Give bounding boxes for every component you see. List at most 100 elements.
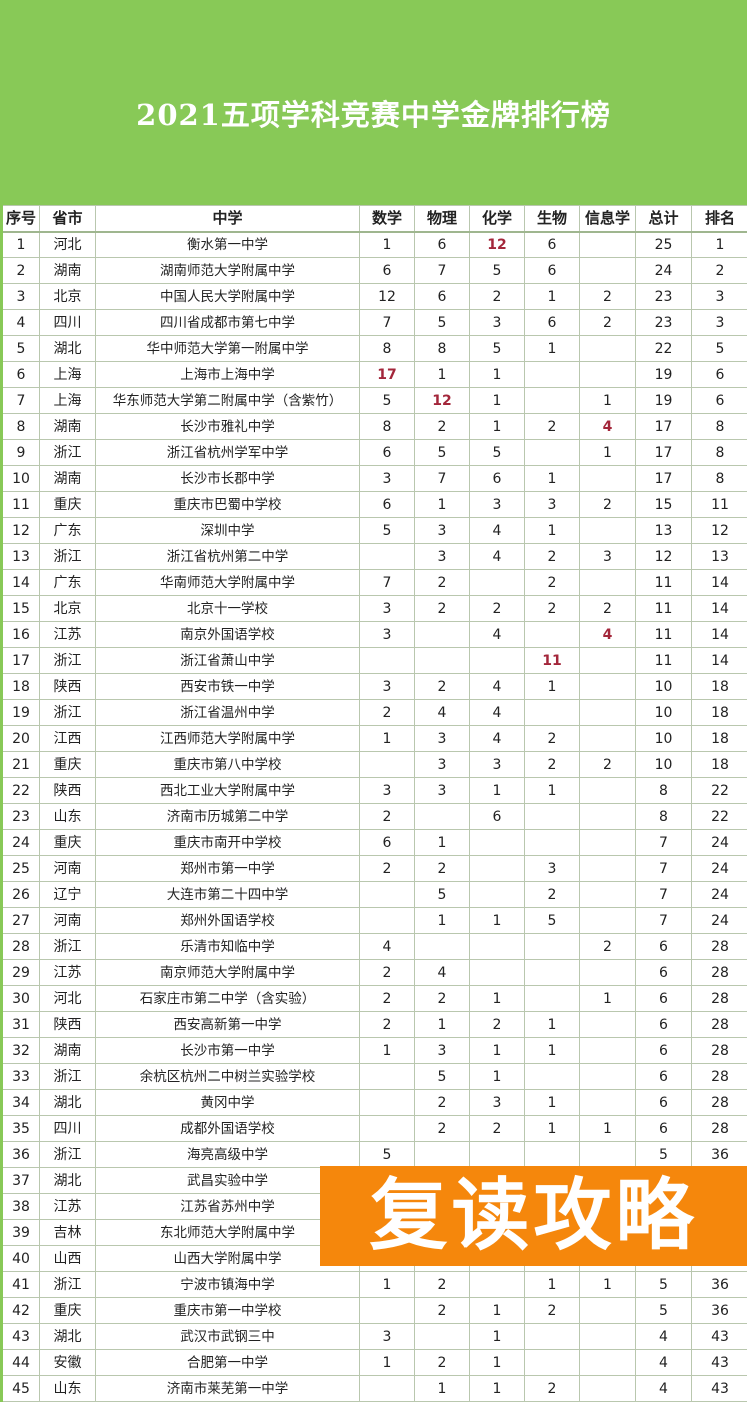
cell-rank: 18	[692, 726, 747, 752]
cell-chemistry: 2	[470, 1116, 525, 1142]
cell-physics: 1	[415, 1012, 470, 1038]
cell-chemistry: 1	[470, 1324, 525, 1350]
cell-math: 1	[360, 1272, 415, 1298]
cell-chemistry: 6	[470, 804, 525, 830]
cell-math: 2	[360, 700, 415, 726]
column-header-total: 总计	[636, 206, 692, 232]
cell-rank: 24	[692, 830, 747, 856]
cell-province: 江苏	[40, 1194, 96, 1220]
cell-province: 四川	[40, 310, 96, 336]
cell-index: 35	[2, 1116, 40, 1142]
cell-biology	[525, 700, 580, 726]
cell-province: 广东	[40, 518, 96, 544]
cell-math: 1	[360, 1038, 415, 1064]
cell-rank: 6	[692, 362, 747, 388]
cell-chemistry: 1	[470, 388, 525, 414]
cell-physics: 2	[415, 1272, 470, 1298]
cell-total: 11	[636, 596, 692, 622]
cell-province: 浙江	[40, 544, 96, 570]
cell-chemistry: 3	[470, 1090, 525, 1116]
cell-rank: 8	[692, 414, 747, 440]
cell-province: 湖北	[40, 1168, 96, 1194]
cell-physics: 4	[415, 960, 470, 986]
cell-rank: 28	[692, 1012, 747, 1038]
cell-total: 10	[636, 674, 692, 700]
cell-biology: 2	[525, 752, 580, 778]
cell-total: 10	[636, 752, 692, 778]
cell-physics: 1	[415, 362, 470, 388]
cell-total: 5	[636, 1142, 692, 1168]
cell-chemistry: 1	[470, 778, 525, 804]
cell-math	[360, 908, 415, 934]
cell-informatics: 4	[580, 622, 636, 648]
cell-rank: 18	[692, 752, 747, 778]
cell-rank: 36	[692, 1272, 747, 1298]
cell-school: 黄冈中学	[96, 1090, 360, 1116]
cell-math: 3	[360, 778, 415, 804]
cell-total: 12	[636, 544, 692, 570]
cell-physics: 3	[415, 778, 470, 804]
cell-school: 海亮高级中学	[96, 1142, 360, 1168]
cell-chemistry	[470, 1272, 525, 1298]
cell-physics: 5	[415, 1064, 470, 1090]
column-header-math: 数学	[360, 206, 415, 232]
cell-province: 湖南	[40, 258, 96, 284]
cell-informatics	[580, 1324, 636, 1350]
cell-index: 18	[2, 674, 40, 700]
cell-rank: 3	[692, 310, 747, 336]
cell-index: 33	[2, 1064, 40, 1090]
cell-math: 5	[360, 1142, 415, 1168]
cell-physics: 3	[415, 1038, 470, 1064]
cell-chemistry	[470, 570, 525, 596]
cell-physics	[415, 1142, 470, 1168]
cell-province: 江西	[40, 726, 96, 752]
cell-total: 11	[636, 648, 692, 674]
cell-math	[360, 882, 415, 908]
cell-total: 7	[636, 830, 692, 856]
cell-total: 23	[636, 310, 692, 336]
cell-rank: 18	[692, 700, 747, 726]
cell-province: 江苏	[40, 622, 96, 648]
cell-index: 40	[2, 1246, 40, 1272]
cell-province: 广东	[40, 570, 96, 596]
cell-rank: 14	[692, 648, 747, 674]
cell-math: 6	[360, 258, 415, 284]
cell-informatics	[580, 674, 636, 700]
cell-school: 余杭区杭州二中树兰实验学校	[96, 1064, 360, 1090]
cell-math: 6	[360, 440, 415, 466]
cell-school: 浙江省杭州第二中学	[96, 544, 360, 570]
cell-physics: 2	[415, 570, 470, 596]
cell-index: 23	[2, 804, 40, 830]
cell-rank: 18	[692, 674, 747, 700]
cell-biology	[525, 440, 580, 466]
cell-chemistry: 12	[470, 232, 525, 258]
cell-total: 24	[636, 258, 692, 284]
cell-rank: 24	[692, 908, 747, 934]
cell-chemistry: 4	[470, 726, 525, 752]
cell-rank: 2	[692, 258, 747, 284]
cell-rank: 22	[692, 804, 747, 830]
cell-math: 8	[360, 336, 415, 362]
cell-math: 1	[360, 232, 415, 258]
cell-index: 13	[2, 544, 40, 570]
cell-math: 3	[360, 596, 415, 622]
cell-index: 29	[2, 960, 40, 986]
cell-math: 1	[360, 1350, 415, 1376]
cell-total: 5	[636, 1298, 692, 1324]
cell-school: 四川省成都市第七中学	[96, 310, 360, 336]
cell-index: 39	[2, 1220, 40, 1246]
cell-total: 17	[636, 440, 692, 466]
cell-informatics: 1	[580, 440, 636, 466]
cell-index: 20	[2, 726, 40, 752]
cell-physics: 6	[415, 284, 470, 310]
